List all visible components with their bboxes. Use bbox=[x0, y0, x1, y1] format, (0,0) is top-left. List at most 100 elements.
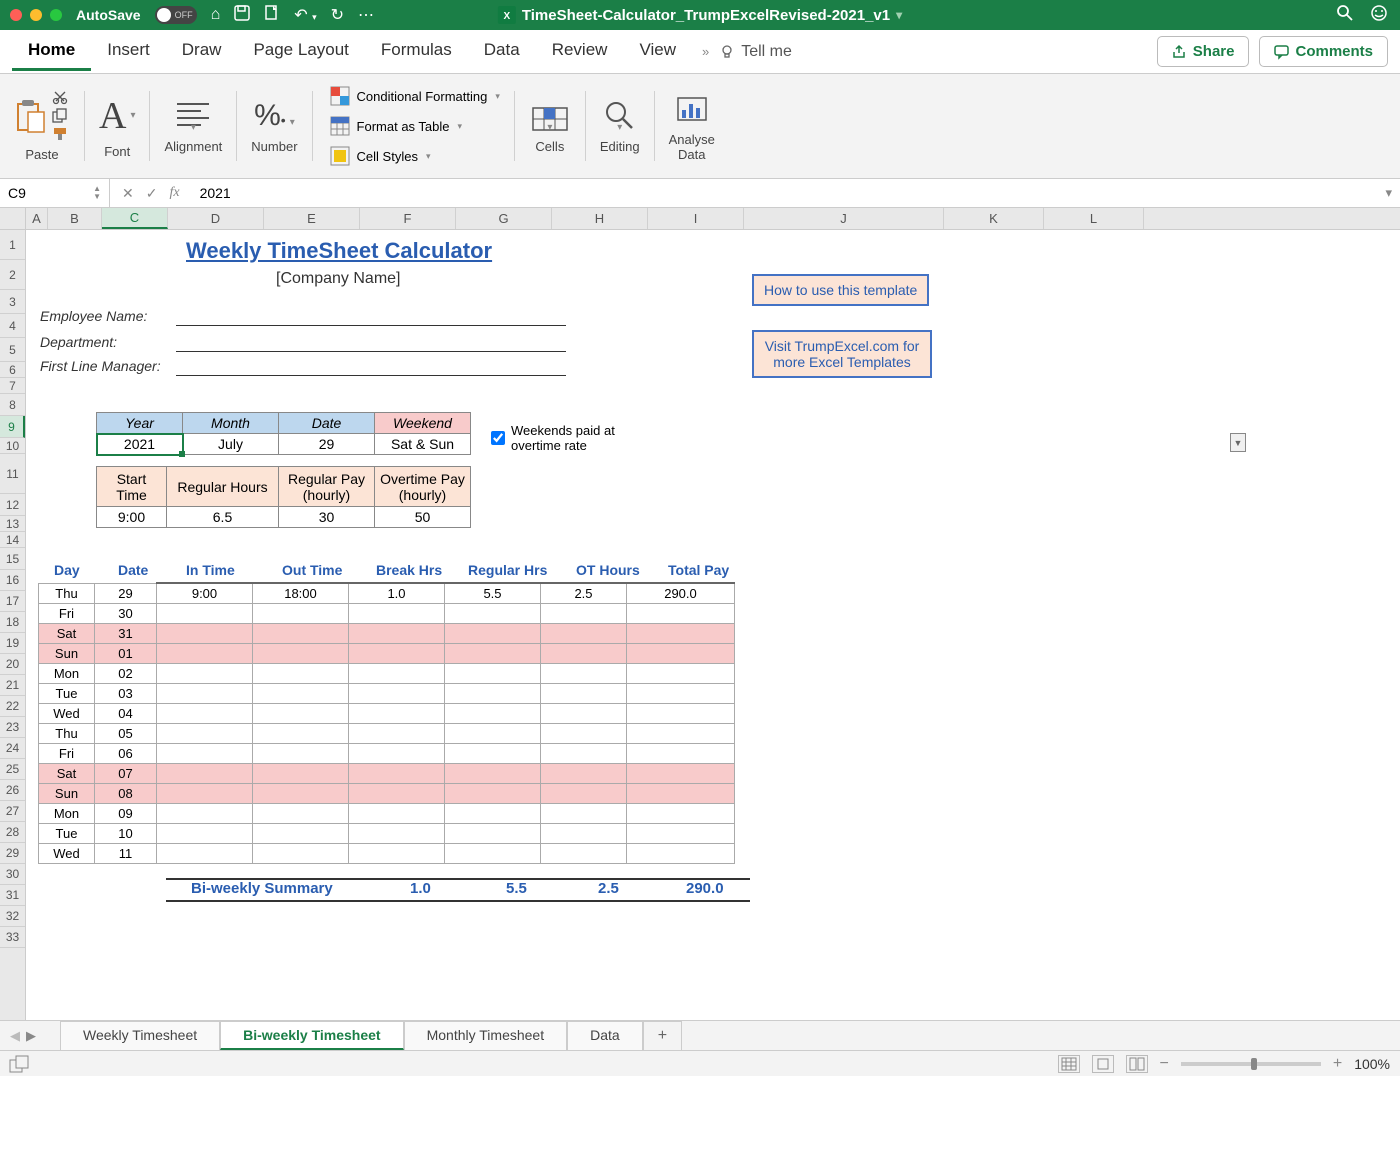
table-row[interactable]: Tue03 bbox=[39, 683, 735, 703]
row-header-11[interactable]: 11 bbox=[0, 454, 25, 494]
tab-draw[interactable]: Draw bbox=[166, 32, 238, 71]
table-row[interactable]: Mon09 bbox=[39, 803, 735, 823]
column-header-H[interactable]: H bbox=[552, 208, 648, 229]
row-header-4[interactable]: 4 bbox=[0, 314, 25, 338]
table-row[interactable]: Wed04 bbox=[39, 703, 735, 723]
tab-data[interactable]: Data bbox=[468, 32, 536, 71]
start-time-cell[interactable]: 9:00 bbox=[97, 507, 167, 528]
select-all-corner[interactable] bbox=[0, 208, 26, 229]
name-box[interactable]: C9 ▲▼ bbox=[0, 179, 110, 207]
table-row[interactable]: Fri30 bbox=[39, 603, 735, 623]
row-header-10[interactable]: 10 bbox=[0, 438, 25, 454]
page-break-view-icon[interactable] bbox=[1126, 1055, 1148, 1073]
column-header-J[interactable]: J bbox=[744, 208, 944, 229]
year-cell[interactable]: 2021 bbox=[97, 434, 183, 455]
sheet-tab-weekly-timesheet[interactable]: Weekly Timesheet bbox=[60, 1021, 220, 1050]
add-sheet-button[interactable]: + bbox=[643, 1021, 682, 1050]
row-header-2[interactable]: 2 bbox=[0, 260, 25, 290]
search-icon[interactable] bbox=[1336, 4, 1354, 27]
date-cell[interactable]: 29 bbox=[279, 434, 375, 455]
row-header-25[interactable]: 25 bbox=[0, 759, 25, 780]
copy-icon[interactable] bbox=[52, 109, 68, 123]
table-row[interactable]: Tue10 bbox=[39, 823, 735, 843]
row-header-28[interactable]: 28 bbox=[0, 822, 25, 843]
close-window-icon[interactable] bbox=[10, 9, 22, 21]
row-header-7[interactable]: 7 bbox=[0, 378, 25, 394]
row-header-3[interactable]: 3 bbox=[0, 290, 25, 314]
table-row[interactable]: Sun01 bbox=[39, 643, 735, 663]
table-row[interactable]: Sat07 bbox=[39, 763, 735, 783]
table-row[interactable]: Fri06 bbox=[39, 743, 735, 763]
row-header-13[interactable]: 13 bbox=[0, 516, 25, 532]
weekends-overtime-checkbox[interactable]: Weekends paid atovertime rate bbox=[491, 423, 615, 453]
undo-icon[interactable]: ↶ ▾ bbox=[294, 5, 316, 25]
howto-link[interactable]: How to use this template bbox=[752, 274, 929, 306]
column-header-C[interactable]: C bbox=[102, 208, 168, 229]
column-header-A[interactable]: A bbox=[26, 208, 48, 229]
maximize-window-icon[interactable] bbox=[50, 9, 62, 21]
zoom-slider[interactable] bbox=[1181, 1062, 1321, 1066]
tab-review[interactable]: Review bbox=[536, 32, 624, 71]
row-header-33[interactable]: 33 bbox=[0, 927, 25, 948]
row-header-23[interactable]: 23 bbox=[0, 717, 25, 738]
row-header-30[interactable]: 30 bbox=[0, 864, 25, 885]
new-icon[interactable] bbox=[264, 5, 280, 26]
employee-name-field[interactable] bbox=[176, 324, 566, 326]
normal-view-icon[interactable] bbox=[1058, 1055, 1080, 1073]
row-header-22[interactable]: 22 bbox=[0, 696, 25, 717]
tab-formulas[interactable]: Formulas bbox=[365, 32, 468, 71]
zoom-level[interactable]: 100% bbox=[1354, 1056, 1390, 1072]
row-header-6[interactable]: 6 bbox=[0, 362, 25, 378]
conditional-formatting-button[interactable]: Conditional Formatting ▾ bbox=[331, 83, 500, 109]
row-header-1[interactable]: 1 bbox=[0, 230, 25, 260]
manager-field[interactable] bbox=[176, 374, 566, 376]
column-header-B[interactable]: B bbox=[48, 208, 102, 229]
table-row[interactable]: Wed11 bbox=[39, 843, 735, 863]
cut-icon[interactable] bbox=[52, 91, 68, 105]
row-header-8[interactable]: 8 bbox=[0, 394, 25, 416]
analyse-data-group[interactable]: AnalyseData bbox=[669, 90, 715, 162]
column-header-I[interactable]: I bbox=[648, 208, 744, 229]
tab-insert[interactable]: Insert bbox=[91, 32, 166, 71]
zoom-in-icon[interactable]: + bbox=[1333, 1055, 1342, 1073]
zoom-out-icon[interactable]: − bbox=[1160, 1055, 1169, 1073]
fx-icon[interactable]: fx bbox=[169, 185, 179, 201]
timesheet-data-table[interactable]: Thu299:0018:001.05.52.5290.0Fri30Sat31Su… bbox=[38, 582, 735, 864]
row-header-9[interactable]: 9 bbox=[0, 416, 25, 438]
row-header-5[interactable]: 5 bbox=[0, 338, 25, 362]
overtime-pay-cell[interactable]: 50 bbox=[375, 507, 471, 528]
regular-hours-cell[interactable]: 6.5 bbox=[167, 507, 279, 528]
row-header-14[interactable]: 14 bbox=[0, 532, 25, 548]
regular-pay-cell[interactable]: 30 bbox=[279, 507, 375, 528]
sheet-tab-monthly-timesheet[interactable]: Monthly Timesheet bbox=[404, 1021, 568, 1050]
page-layout-view-icon[interactable] bbox=[1092, 1055, 1114, 1073]
emoji-icon[interactable] bbox=[1370, 4, 1388, 27]
weekend-cell[interactable]: Sat & Sun bbox=[375, 434, 471, 455]
row-header-31[interactable]: 31 bbox=[0, 885, 25, 906]
paste-icon[interactable] bbox=[14, 98, 46, 134]
company-name-placeholder[interactable]: [Company Name] bbox=[276, 270, 401, 288]
number-group[interactable]: %• ▾ Number bbox=[251, 99, 297, 154]
tab-view[interactable]: View bbox=[623, 32, 692, 71]
sheet-tab-data[interactable]: Data bbox=[567, 1021, 643, 1050]
department-field[interactable] bbox=[176, 350, 566, 352]
formula-input[interactable]: 2021 bbox=[192, 185, 1378, 201]
year-dropdown-icon[interactable]: ▼ bbox=[1230, 433, 1246, 452]
row-header-21[interactable]: 21 bbox=[0, 675, 25, 696]
row-header-18[interactable]: 18 bbox=[0, 612, 25, 633]
row-header-15[interactable]: 15 bbox=[0, 548, 25, 570]
format-as-table-button[interactable]: Format as Table ▾ bbox=[331, 113, 500, 139]
comments-button[interactable]: Comments bbox=[1259, 36, 1388, 67]
column-header-D[interactable]: D bbox=[168, 208, 264, 229]
table-row[interactable]: Thu299:0018:001.05.52.5290.0 bbox=[39, 583, 735, 603]
row-header-29[interactable]: 29 bbox=[0, 843, 25, 864]
table-row[interactable]: Sun08 bbox=[39, 783, 735, 803]
row-header-16[interactable]: 16 bbox=[0, 570, 25, 591]
table-row[interactable]: Mon02 bbox=[39, 663, 735, 683]
row-header-27[interactable]: 27 bbox=[0, 801, 25, 822]
row-header-17[interactable]: 17 bbox=[0, 591, 25, 612]
spreadsheet-area[interactable]: Weekly TimeSheet Calculator [Company Nam… bbox=[26, 230, 1400, 1020]
row-header-12[interactable]: 12 bbox=[0, 494, 25, 516]
table-row[interactable]: Thu05 bbox=[39, 723, 735, 743]
tab-home[interactable]: Home bbox=[12, 32, 91, 71]
